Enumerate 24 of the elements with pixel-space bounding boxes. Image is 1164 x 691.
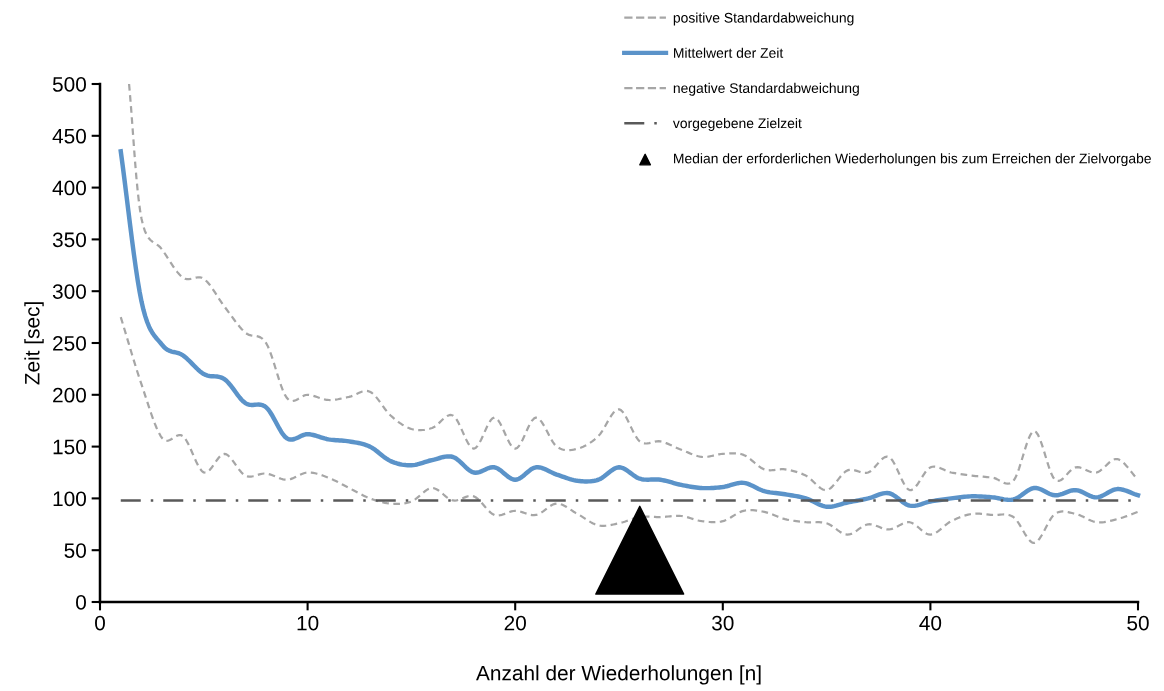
x-tick-label: 30: [712, 615, 734, 631]
y-tick-label: 200: [53, 387, 86, 403]
y-tick-label: 100: [53, 491, 86, 507]
y-tick-label: 150: [53, 439, 86, 455]
y-tick-label: 0: [76, 595, 86, 610]
legend-label: Mittelwert der Zeit: [674, 47, 784, 58]
y-tick-label: 400: [52, 180, 86, 196]
y-axis-title: Zeit [sec]: [24, 302, 44, 385]
legend-label: negative Standardabweichung: [673, 82, 859, 96]
x-tick-label: 0: [95, 615, 105, 631]
y-tick-label: 300: [52, 284, 86, 299]
legend-label: positive Standardabweichung: [673, 12, 854, 26]
y-tick-label: 50: [64, 543, 86, 558]
y-tick-label: 350: [52, 232, 86, 248]
x-tick-label: 10: [297, 615, 319, 631]
x-axis-title: Anzahl der Wiederholungen [n]: [476, 665, 761, 685]
legend-label: Median der erforderlichen Wiederholungen bis zum Erreichen der Zielvorgabe: [674, 153, 1151, 167]
x-tick-label: 20: [504, 615, 526, 631]
x-tick-label: 40: [919, 615, 942, 631]
y-tick-label: 500: [52, 77, 86, 92]
y-tick-label: 250: [53, 336, 86, 351]
x-tick-label: 50: [1127, 615, 1149, 631]
legend-label: vorgegebene Zielzeit: [672, 118, 802, 131]
y-tick-label: 450: [52, 128, 86, 144]
